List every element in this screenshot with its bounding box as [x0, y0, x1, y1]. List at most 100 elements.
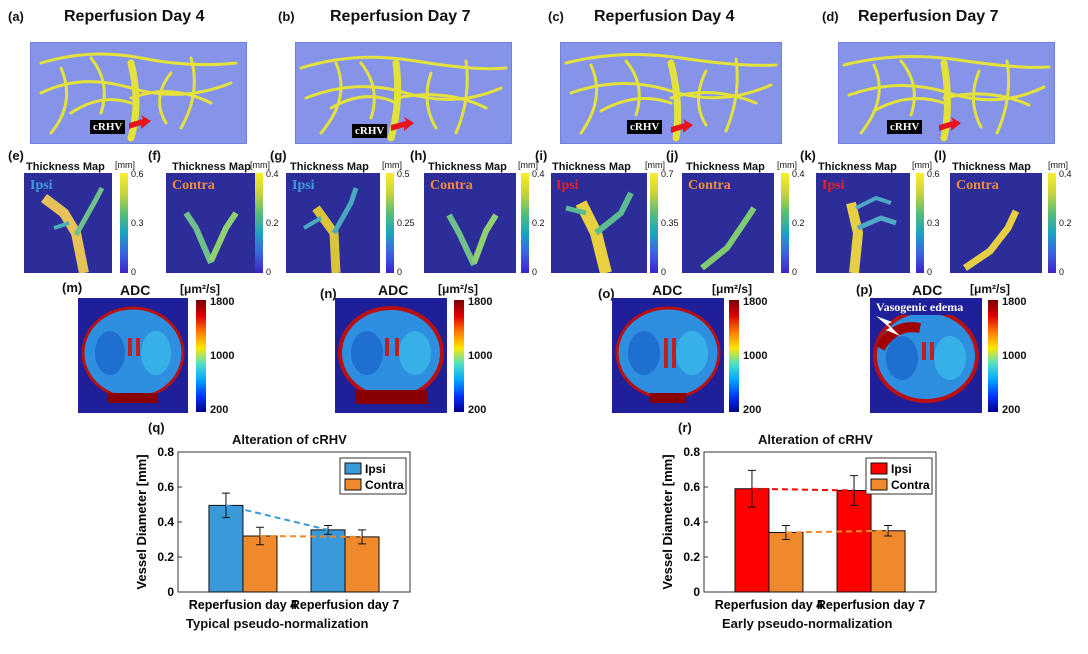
chart-title: Alteration of cRHV [758, 432, 873, 447]
crhv-tag: cRHV [627, 120, 663, 134]
tick-mid: 0.2 [1059, 218, 1072, 228]
colorbar [521, 173, 529, 273]
colorbar [255, 173, 263, 273]
vessel-tree-graphic [564, 52, 778, 142]
tick-mid: 0.2 [266, 218, 279, 228]
chart-title: Alteration of cRHV [232, 432, 347, 447]
tick-mid: 0.3 [927, 218, 940, 228]
chart-subtitle: Typical pseudo-normalization [186, 616, 369, 631]
legend-label: Contra [365, 478, 404, 492]
bar-ipsi [208, 504, 244, 593]
side-label: Ipsi [292, 178, 315, 193]
brain-slice-graphic [81, 306, 185, 403]
y-tick-label: 0 [693, 585, 700, 599]
bar-chart: 0 0.2 0.4 0.6 0.8 Vessel Diameter [mm] Reperfu… [134, 446, 411, 612]
unit-label: [μm²/s] [712, 282, 753, 296]
panel-label: (m) [62, 280, 83, 295]
vessel-render [30, 42, 247, 144]
vessel-thickness-graphic [565, 191, 634, 273]
side-label: Ipsi [822, 178, 845, 193]
thickness-map-image [682, 173, 774, 273]
trend-line-ipsi [751, 487, 855, 492]
legend-label: Contra [891, 478, 930, 492]
panel-label: (g) [270, 148, 287, 163]
tick-max: 0.4 [792, 169, 805, 179]
brain-slice-graphic [873, 309, 979, 403]
unit-label: [mm] [115, 160, 135, 170]
y-axis-label: Vessel Diameter [mm] [134, 454, 149, 589]
colorbar [781, 173, 789, 273]
tick-min: 0 [1059, 267, 1065, 277]
x-tick-label: Reperfusion day 7 [291, 598, 399, 612]
bar-chart: 0 0.2 0.4 0.6 0.8 Vessel Diameter [mm] Reperfu… [660, 446, 937, 612]
colorbar [1048, 173, 1056, 273]
legend-swatch [344, 462, 362, 475]
crhv-tag: cRHV [352, 124, 388, 138]
adc-map-image [335, 298, 447, 413]
adc-map-image [78, 298, 188, 413]
panel-title: Thickness Map [552, 161, 631, 173]
tick-max: 0.5 [397, 169, 410, 179]
bar-contra [768, 532, 804, 593]
tick-mid: 1000 [743, 350, 768, 362]
panel-title: Reperfusion Day 7 [858, 8, 999, 25]
panel-label: (o) [598, 286, 615, 301]
vessel-render [838, 42, 1055, 144]
tick-mid: 0.25 [397, 218, 415, 228]
trend-line-contra [259, 535, 363, 538]
colorbar [988, 300, 998, 412]
vessel-tree-graphic [39, 52, 238, 142]
y-tick-label: 0.6 [157, 480, 174, 494]
y-axis-label: Vessel Diameter [mm] [660, 454, 675, 589]
unit-label: [μm²/s] [438, 282, 479, 296]
brain-slice-graphic [338, 306, 444, 404]
colorbar [916, 173, 924, 273]
chart-subtitle: Early pseudo-normalization [722, 616, 893, 631]
unit-label: [mm] [250, 160, 270, 170]
legend-label: Ipsi [891, 462, 912, 476]
panel-label: (k) [800, 148, 816, 163]
unit-label: [μm²/s] [970, 282, 1011, 296]
tick-min: 200 [468, 404, 487, 416]
adc-map-image [612, 298, 724, 413]
tick-mid: 0.2 [532, 218, 545, 228]
tick-mid: 1000 [468, 350, 493, 362]
y-tick-label: 0.6 [683, 480, 700, 494]
crhv-tag: cRHV [887, 120, 923, 134]
unit-label: [mm] [1048, 160, 1068, 170]
vessel-tree-graphic [299, 55, 508, 142]
colorbar [729, 300, 739, 412]
panel-label: (e) [8, 148, 24, 163]
vessel-render [560, 42, 782, 144]
tick-max: 1800 [1002, 296, 1027, 308]
crhv-tag: cRHV [90, 120, 126, 134]
panel-title: Thickness Map [952, 161, 1031, 173]
bar-contra [242, 535, 278, 593]
panel-label: (q) [148, 420, 165, 435]
x-tick-label: Reperfusion day 7 [817, 598, 925, 612]
colorbar [650, 173, 658, 273]
side-label: Contra [688, 178, 731, 193]
side-label: Ipsi [556, 178, 579, 193]
vessel-thickness-graphic [446, 213, 499, 267]
x-tick-label: Reperfusion day 4 [189, 598, 297, 612]
vessel-tree-graphic [842, 54, 1051, 142]
tick-max: 0.4 [532, 169, 545, 179]
tick-min: 0 [131, 267, 137, 277]
vessel-thickness-graphic [846, 195, 897, 273]
thickness-map-image [424, 173, 516, 273]
vessel-thickness-graphic [963, 209, 1020, 271]
colorbar [120, 173, 128, 273]
panel-label: (h) [410, 148, 427, 163]
y-tick-label: 0.8 [157, 446, 174, 459]
panel-label: (a) [8, 9, 24, 24]
y-tick-label: 0.4 [683, 515, 700, 529]
panel-title: ADC [652, 282, 683, 298]
colorbar [196, 300, 206, 412]
y-tick-label: 0 [167, 585, 174, 599]
legend-swatch [870, 462, 888, 475]
side-label: Contra [172, 178, 215, 193]
tick-mid: 0.2 [792, 218, 805, 228]
panel-label: (p) [856, 282, 873, 297]
vessel-thickness-graphic [41, 186, 105, 273]
